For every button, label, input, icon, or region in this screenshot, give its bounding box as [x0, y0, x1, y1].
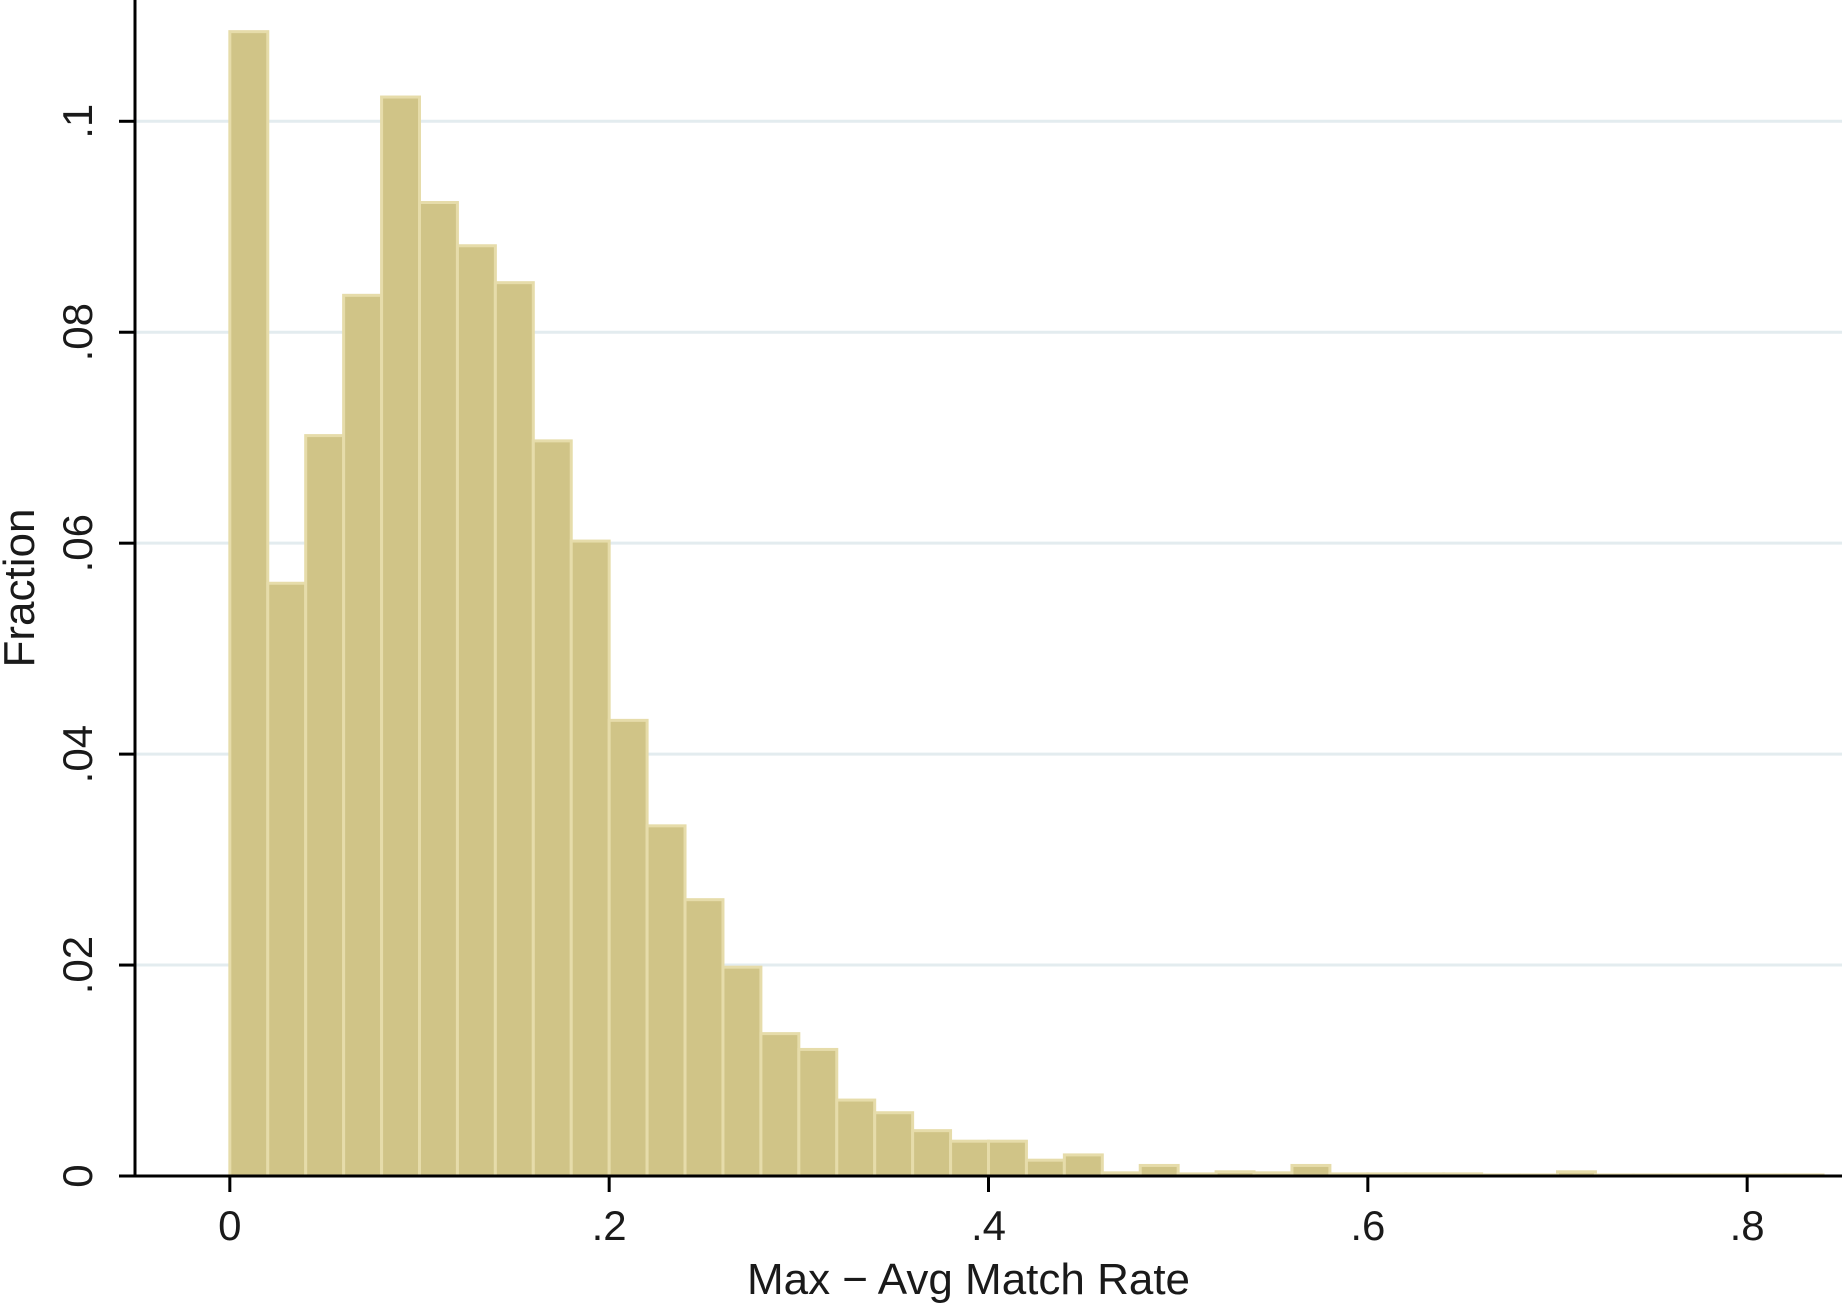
histogram-bar — [569, 539, 611, 1178]
histogram-bar — [228, 30, 270, 1178]
axis-ticks: 0 .02 .04 .06 .08 .1 0 .2 .4 .6 .8 — [54, 104, 1765, 1249]
histogram-bar — [1138, 1163, 1180, 1178]
histogram-bar — [1290, 1163, 1332, 1178]
y-tick-label: .06 — [54, 514, 101, 572]
x-axis-title: Max − Avg Match Rate — [747, 1255, 1190, 1304]
histogram-bar — [721, 965, 763, 1178]
x-tick-label: .8 — [1730, 1202, 1765, 1249]
x-tick-label: .4 — [971, 1202, 1006, 1249]
histogram-bar — [1062, 1153, 1104, 1178]
y-tick-label: 0 — [54, 1164, 101, 1187]
y-tick-label: .08 — [54, 303, 101, 361]
histogram-bar — [683, 898, 725, 1178]
x-tick-label: 0 — [218, 1202, 241, 1249]
histogram-bars — [228, 30, 1825, 1178]
histogram-bar — [911, 1129, 953, 1178]
histogram-bar — [835, 1098, 877, 1178]
y-tick-label: .02 — [54, 936, 101, 994]
y-tick-label: .04 — [54, 725, 101, 783]
histogram-bar — [987, 1139, 1028, 1178]
histogram-bar — [1024, 1158, 1066, 1178]
histogram-bar — [493, 281, 535, 1178]
histogram-bar — [266, 581, 308, 1178]
y-tick-label: .1 — [54, 104, 101, 139]
histogram-bar — [455, 244, 497, 1178]
histogram-bar — [645, 824, 687, 1178]
histogram-bar — [418, 201, 459, 1178]
histogram-bar — [949, 1139, 990, 1178]
x-tick-label: .2 — [592, 1202, 627, 1249]
histogram-bar — [797, 1047, 839, 1178]
histogram-bar — [607, 718, 649, 1178]
histogram-bar — [531, 439, 573, 1178]
histogram-bar — [873, 1111, 915, 1178]
y-axis-title: Fraction — [0, 509, 44, 668]
x-tick-label: .6 — [1350, 1202, 1385, 1249]
histogram-bar — [759, 1032, 801, 1178]
histogram-bar — [304, 434, 346, 1178]
histogram-bar — [380, 95, 422, 1178]
histogram-bar — [342, 293, 384, 1178]
